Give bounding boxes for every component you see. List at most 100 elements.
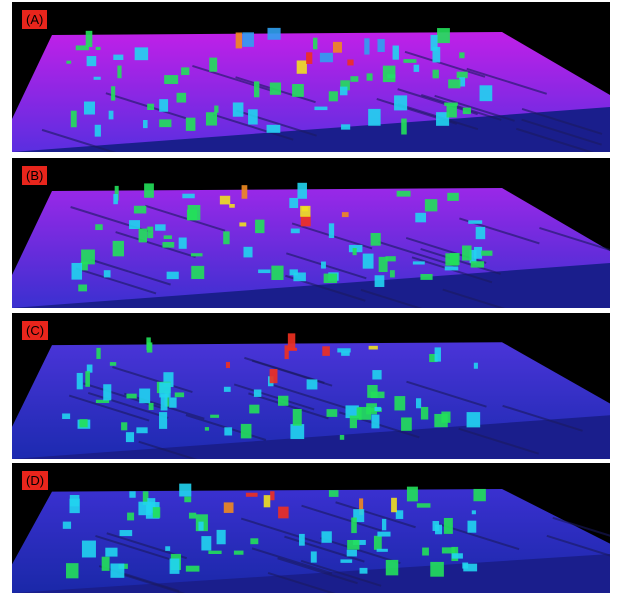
- building: [444, 518, 453, 534]
- point-cloud: [12, 2, 610, 152]
- building: [113, 194, 118, 204]
- building: [270, 491, 274, 500]
- building: [368, 109, 380, 126]
- building: [159, 412, 167, 429]
- building: [320, 53, 333, 62]
- building: [367, 73, 373, 80]
- building: [445, 266, 459, 270]
- building: [288, 333, 295, 349]
- building: [329, 490, 339, 497]
- building: [242, 32, 254, 47]
- building: [375, 275, 385, 287]
- point-cloud: [12, 463, 610, 593]
- building: [186, 118, 196, 131]
- building: [162, 242, 174, 248]
- building: [136, 427, 147, 433]
- building: [329, 91, 338, 101]
- building: [84, 102, 95, 115]
- building: [175, 392, 184, 397]
- building: [117, 66, 121, 79]
- building: [234, 551, 244, 555]
- building: [403, 59, 416, 63]
- building: [293, 272, 306, 281]
- building: [110, 362, 116, 366]
- building: [170, 559, 180, 574]
- building: [179, 484, 191, 497]
- page: (A) (B) (C) (D) (() => { const data = JS…: [0, 0, 622, 595]
- building: [113, 55, 123, 60]
- building: [341, 351, 350, 355]
- building: [297, 60, 307, 73]
- building: [129, 491, 135, 497]
- building: [129, 220, 140, 229]
- building: [394, 95, 407, 110]
- building: [191, 266, 204, 279]
- building: [324, 274, 337, 283]
- building: [416, 398, 421, 408]
- panel: (D): [12, 463, 610, 593]
- building: [271, 266, 283, 280]
- building: [447, 193, 459, 201]
- building: [224, 387, 231, 392]
- building: [153, 507, 160, 518]
- building: [198, 522, 203, 531]
- building: [242, 185, 248, 199]
- building: [169, 397, 177, 407]
- building: [267, 125, 281, 133]
- building: [351, 518, 357, 534]
- building: [249, 405, 259, 414]
- building: [181, 67, 189, 75]
- building: [77, 373, 83, 389]
- building: [66, 563, 78, 578]
- building: [241, 424, 252, 438]
- building: [111, 86, 115, 100]
- building: [377, 549, 388, 552]
- building: [210, 415, 219, 418]
- building: [147, 227, 153, 239]
- building: [254, 81, 259, 97]
- building: [138, 502, 151, 516]
- building: [480, 85, 493, 101]
- building: [374, 536, 382, 550]
- building: [201, 536, 211, 550]
- building: [223, 231, 229, 244]
- building: [472, 510, 476, 514]
- building: [149, 403, 154, 410]
- building: [85, 371, 90, 387]
- building: [435, 347, 441, 361]
- building: [463, 564, 477, 572]
- building: [189, 513, 196, 519]
- building: [313, 38, 317, 50]
- building: [177, 93, 187, 103]
- building: [191, 253, 203, 256]
- building: [300, 206, 310, 217]
- building: [463, 108, 471, 114]
- building: [311, 551, 317, 562]
- building: [353, 248, 357, 255]
- building: [104, 270, 111, 277]
- building: [369, 346, 378, 350]
- building: [243, 247, 252, 258]
- panel-label: (A): [22, 10, 47, 29]
- building: [155, 224, 166, 230]
- building: [209, 58, 217, 72]
- building: [126, 394, 136, 399]
- building: [307, 379, 318, 389]
- building: [291, 229, 300, 234]
- building: [206, 112, 217, 125]
- building: [297, 183, 307, 199]
- building: [109, 111, 114, 120]
- building: [430, 35, 437, 51]
- building: [233, 102, 244, 116]
- building: [236, 32, 242, 48]
- panel: (B): [12, 158, 610, 308]
- building: [96, 348, 100, 359]
- building: [393, 46, 399, 60]
- building: [224, 502, 234, 513]
- building: [239, 222, 246, 226]
- building: [350, 416, 357, 429]
- building: [413, 261, 425, 264]
- building: [62, 413, 70, 419]
- building: [385, 256, 395, 261]
- building: [391, 498, 397, 512]
